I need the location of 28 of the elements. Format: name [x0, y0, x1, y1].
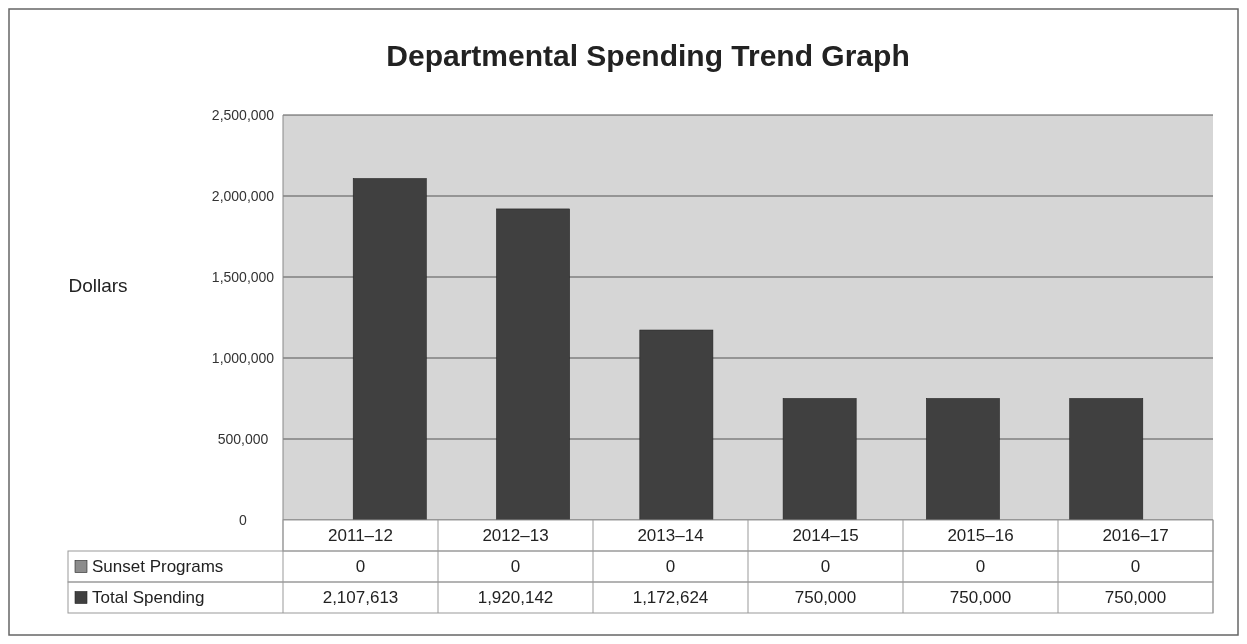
x-tick-label: 2011–12	[328, 526, 393, 546]
y-tick-label: 1,500,000	[211, 268, 275, 285]
data-label: 1,172,624	[632, 588, 709, 608]
y-tick-label: 500,000	[217, 430, 269, 447]
data-label: 0	[510, 557, 521, 577]
data-label: 2,107,613	[322, 588, 399, 608]
data-label: 1,920,142	[477, 588, 554, 608]
x-tick-label: 2015–16	[947, 526, 1014, 546]
y-axis-title: Dollars	[68, 274, 128, 296]
x-tick-label: 2016–17	[1102, 526, 1169, 546]
y-tick-label: 0	[239, 511, 248, 528]
y-tick-label: 2,500,000	[211, 106, 275, 123]
y-tick-label: 1,000,000	[211, 349, 275, 366]
data-label: 0	[975, 557, 986, 577]
legend-label: Sunset Programs	[92, 557, 224, 577]
data-label: 0	[1130, 557, 1141, 577]
data-label: 750,000	[949, 588, 1012, 608]
chart-title: Departmental Spending Trend Graph	[386, 39, 910, 72]
data-label: 0	[355, 557, 366, 577]
x-tick-label: 2012–13	[482, 526, 549, 546]
data-label: 750,000	[794, 588, 857, 608]
x-tick-label: 2013–14	[637, 526, 704, 546]
data-label: 0	[820, 557, 831, 577]
y-tick-label: 2,000,000	[211, 187, 275, 204]
legend-label: Total Spending	[92, 588, 205, 608]
x-tick-label: 2014–15	[792, 526, 859, 546]
data-label: 0	[665, 557, 676, 577]
data-label: 750,000	[1104, 588, 1167, 608]
